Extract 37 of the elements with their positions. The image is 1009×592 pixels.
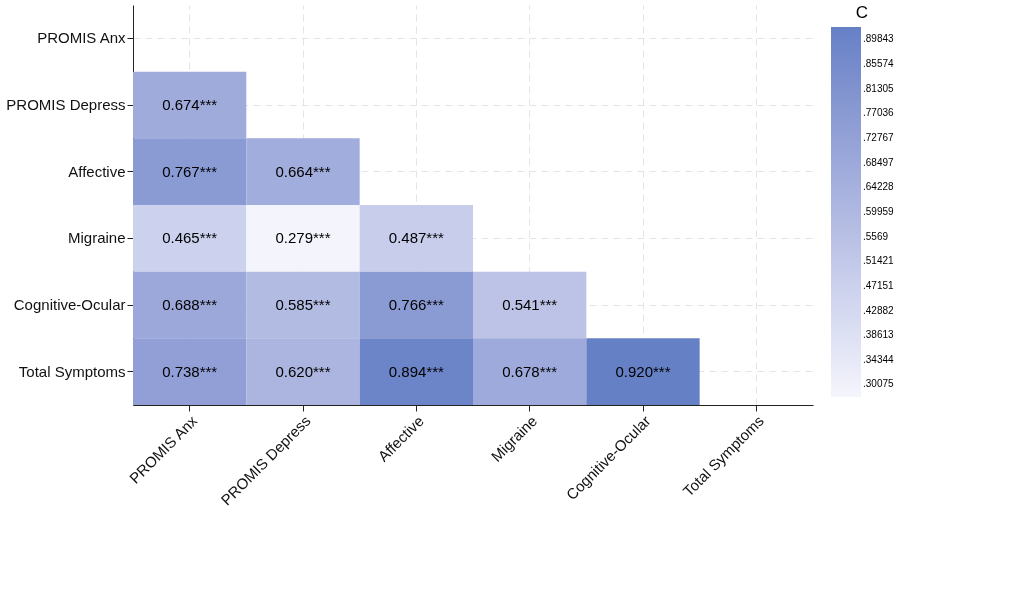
color-bar-label: .34344 [863,353,895,365]
y-tick-label: Migraine [67,229,126,247]
y-tick-label: Affective [68,162,126,180]
color-bar-label: .5569 [863,230,889,242]
color-bar-label: .51421 [863,255,895,267]
y-tick-label: PROMIS Anx [37,29,126,47]
color-bar-label: .59959 [863,205,895,217]
y-tick-label: Total Symptoms [18,362,126,380]
color-bar-label: .85574 [863,58,895,70]
color-bar-label: .77036 [863,107,895,119]
color-bar-label: .47151 [863,279,895,291]
color-bar-title: C [855,3,869,22]
data-label: 0.738*** [162,362,218,380]
data-label: 0.585*** [275,296,331,313]
data-label: 0.920*** [615,362,671,380]
data-label: 0.766*** [388,296,445,313]
data-label: 0.664*** [275,162,331,180]
color-bar-label: .30075 [863,378,895,390]
y-tick-label: PROMIS Depress [6,96,126,113]
data-label: 0.767*** [162,162,218,180]
data-label: 0.541*** [502,296,558,313]
color-bar-label: .38613 [863,329,895,341]
data-label: 0.487*** [388,229,445,247]
data-label: 0.279*** [275,229,331,247]
data-label: 0.674*** [162,96,218,113]
color-bar-label: .89843 [863,33,895,45]
data-label: 0.894*** [388,362,445,380]
color-bar-label: .64228 [863,181,895,193]
color-bar-label: .42882 [863,304,895,316]
data-label: 0.465*** [162,229,218,247]
data-label: 0.620*** [275,362,331,380]
data-label: 0.688*** [162,296,218,313]
y-tick-label: Cognitive-Ocular [13,296,126,313]
data-label: 0.678*** [502,362,558,380]
color-bar-label: .68497 [863,156,895,168]
color-bar-label: .72767 [863,132,895,144]
color-bar-label: .81305 [863,82,895,94]
